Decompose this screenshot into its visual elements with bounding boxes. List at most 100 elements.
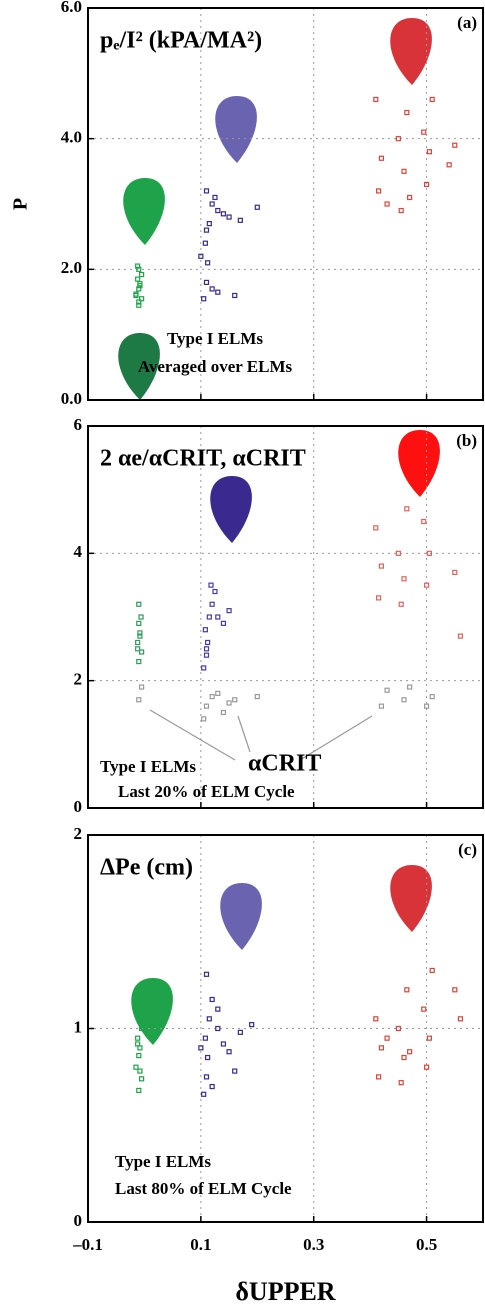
y-tick-label: 4 [74,542,83,561]
point [232,697,238,703]
point [136,1087,142,1094]
point [203,703,210,709]
x-tick-label: 0.1 [190,1235,211,1254]
point [136,266,142,272]
point [457,633,464,639]
point [452,142,458,148]
plasma-shape [131,978,173,1045]
annotation: Last 20% of ELM Cycle [118,782,295,801]
point [136,697,142,703]
x-axis-label: δUPPER [235,1277,335,1306]
point [232,292,238,299]
panel-label: (a) [457,13,477,32]
point [404,109,410,116]
point [212,588,218,595]
point [137,633,143,639]
point [136,658,142,665]
point [139,1025,145,1032]
point [215,690,221,697]
point [139,649,145,655]
y-axis-label: P [10,198,32,210]
point [378,703,385,709]
plasma-shape [118,333,160,400]
arrows [149,709,373,761]
point [206,1016,212,1022]
annotation: Type I ELMs [167,329,263,348]
point [376,595,382,601]
panel-label: (b) [456,431,477,450]
point [138,614,144,620]
point [215,1006,221,1012]
point [395,550,401,556]
plasma-shape [215,96,257,163]
plasma-shape [210,476,252,543]
point [452,987,458,993]
point [407,1049,413,1055]
point [209,693,215,700]
x-tick-label: 0.5 [416,1235,437,1254]
annotation: Type I ELMs [100,757,196,776]
y-tick-label: 2.0 [61,258,82,277]
point [226,1049,232,1055]
y-tick-label: 6.0 [61,0,82,16]
point [423,703,430,709]
y-tick-label: 0.0 [61,389,82,408]
point [137,630,143,636]
arrow [299,715,373,761]
point [401,168,407,174]
panel-title: pₑ/I² (kPA/MA²) [100,28,262,54]
plot-frame [87,7,484,401]
annotation: αCRIT [248,751,321,777]
point [133,1064,139,1070]
panel-label: (c) [458,840,477,859]
point [136,620,142,626]
point [201,1091,207,1097]
annotation: Last 80% of ELM Cycle [115,1179,292,1198]
point [220,211,227,217]
point [373,96,379,103]
point [423,1064,430,1070]
point [407,684,413,690]
point [426,550,432,556]
point [395,136,401,142]
point [237,1029,243,1035]
point [226,700,232,706]
plasma-shape [220,883,262,950]
plasma-shape [398,430,440,497]
point [203,188,210,194]
y-tick-label: 6 [74,415,83,434]
point [215,1025,221,1032]
point [404,987,410,993]
point [407,194,413,201]
point [404,506,410,512]
point [206,221,212,227]
y-tick-label: 2 [74,670,83,689]
point [136,286,142,292]
point [136,601,142,607]
panel-title: 2 αe/αCRIT, αCRIT [100,446,306,472]
point [202,627,208,633]
point [376,1074,382,1080]
point [139,684,145,690]
point [203,646,210,652]
point [446,162,452,168]
point [398,1080,404,1086]
point [373,525,379,531]
point [378,155,385,161]
point [237,217,243,223]
point [209,201,215,207]
point [452,569,458,576]
point [205,260,211,266]
plasma-shape [390,18,432,85]
annotation: Type I ELMs [115,1152,211,1171]
plot-frame [87,834,484,1223]
point [421,1006,427,1012]
point [401,1054,407,1061]
point [135,276,141,282]
point [421,518,427,525]
y-tick-label: 2 [74,824,83,843]
plasma-shapes [118,18,440,1045]
point [423,181,430,187]
point [384,1035,390,1041]
